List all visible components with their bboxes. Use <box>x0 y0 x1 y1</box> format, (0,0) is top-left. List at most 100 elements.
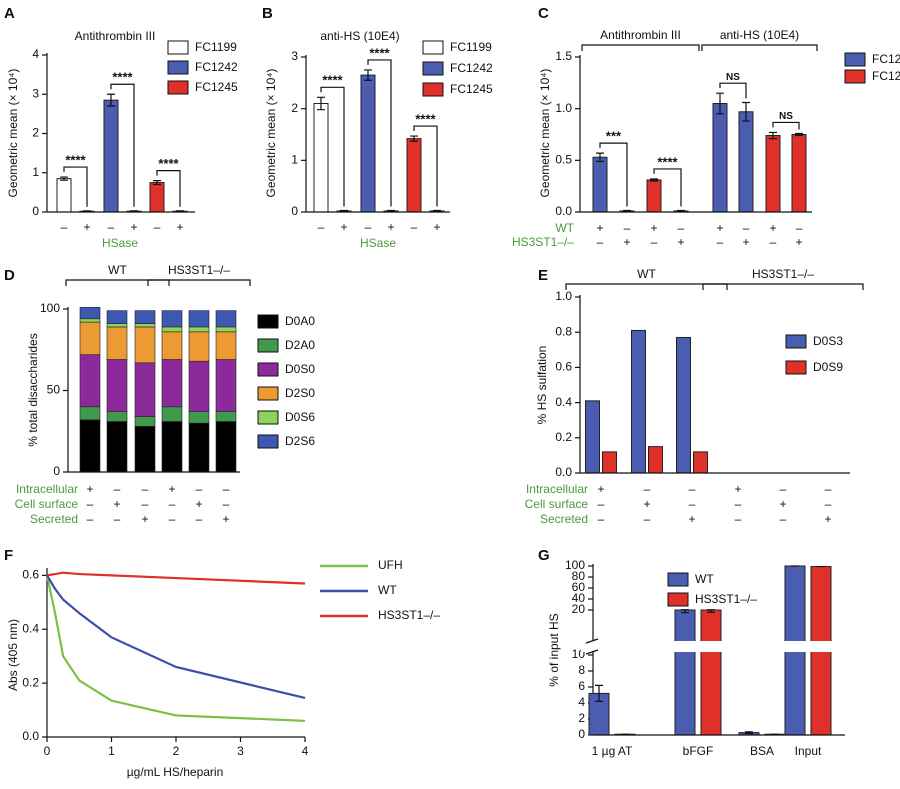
x-tick-label: 3 <box>237 744 244 758</box>
legend-label: D2S6 <box>285 434 315 448</box>
bar <box>215 331 237 360</box>
bar <box>360 74 376 213</box>
significance-label: **** <box>65 153 86 168</box>
y-tick-label: 1 <box>291 153 298 167</box>
x-axis-label: HSase <box>102 236 138 250</box>
x-tick-label: 1 µg AT <box>592 744 633 758</box>
bar <box>585 400 600 474</box>
legend-swatch <box>422 40 444 55</box>
significance-bracket <box>63 166 88 207</box>
row-sign: + <box>195 497 202 511</box>
x-tick-label: + <box>130 220 137 234</box>
significance-bracket <box>719 82 747 99</box>
row-sign: – <box>644 512 651 526</box>
group-bracket <box>701 44 818 51</box>
significance-label: **** <box>158 156 179 171</box>
row-sign: – <box>825 482 832 496</box>
x-tick-label: – <box>61 220 68 234</box>
legend-swatch <box>257 362 279 377</box>
y-tick-label: 8 <box>578 663 585 677</box>
y-tick-label: 100 <box>40 301 60 315</box>
bar <box>674 609 696 736</box>
row-sign: – <box>825 497 832 511</box>
legend-swatch <box>257 338 279 353</box>
x-tick-label: – <box>318 220 325 234</box>
error-bar <box>60 176 68 181</box>
legend-label: FC1245 <box>450 82 493 96</box>
legend-label: UFH <box>378 558 403 572</box>
bar <box>106 359 128 412</box>
significance-bracket <box>772 121 800 130</box>
row-sign: + <box>688 512 695 526</box>
group-bracket <box>565 283 728 290</box>
group-label: WT <box>637 267 656 281</box>
row-sign: + <box>716 221 723 235</box>
row-sign: – <box>114 512 121 526</box>
x-tick-label: + <box>387 220 394 234</box>
panel-letter: F <box>4 547 13 564</box>
row-sign: + <box>650 221 657 235</box>
row-sign: – <box>624 221 631 235</box>
significance-bracket <box>413 125 438 207</box>
bar <box>215 421 237 473</box>
bar <box>106 326 128 360</box>
axis-break-mark <box>585 638 599 655</box>
bar <box>134 362 156 417</box>
panel-title: Antithrombin III <box>75 29 156 43</box>
row-sign: + <box>824 512 831 526</box>
error-bar <box>595 684 603 702</box>
bar <box>215 411 237 422</box>
y-tick-label: 0 <box>32 204 39 218</box>
bar <box>648 446 663 474</box>
bar <box>134 323 156 328</box>
line <box>45 575 306 722</box>
legend-swatch <box>167 80 189 95</box>
legend-swatch <box>667 592 689 607</box>
group-bracket <box>147 279 251 286</box>
legend-label: FC1199 <box>195 40 237 54</box>
significance-label: **** <box>657 154 678 169</box>
legend-swatch <box>167 40 189 55</box>
error-bar <box>410 135 418 142</box>
row-sign: – <box>735 497 742 511</box>
y-tick-label: 2 <box>578 711 585 725</box>
group-label: Antithrombin III <box>600 28 681 42</box>
x-tick-label: – <box>365 220 372 234</box>
y-tick-label: 0.4 <box>22 621 39 635</box>
error-bar <box>153 180 161 186</box>
bar <box>79 419 101 473</box>
bar <box>106 323 128 328</box>
y-tick-label: 40 <box>572 591 586 605</box>
row-label: Cell surface <box>525 497 589 511</box>
x-tick-label: 4 <box>302 744 309 758</box>
row-label: Secreted <box>30 512 78 526</box>
legend-label: FC1199 <box>450 40 492 54</box>
legend-swatch <box>422 61 444 76</box>
bar <box>134 426 156 473</box>
error-bar <box>677 209 685 213</box>
bar <box>106 411 128 422</box>
row-sign: – <box>689 482 696 496</box>
panel-letter: C <box>538 5 549 22</box>
panel-letter: B <box>262 5 273 22</box>
row-label: Secreted <box>540 512 588 526</box>
row-sign: – <box>223 497 230 511</box>
bar <box>106 310 128 324</box>
bar <box>738 111 754 213</box>
y-tick-label: 1.0 <box>555 289 572 303</box>
y-axis-label: Geometric mean (× 10⁴) <box>538 69 552 198</box>
x-tick-label: – <box>108 220 115 234</box>
legend-label: FC1245 <box>872 69 900 83</box>
row-sign: – <box>780 512 787 526</box>
y-tick-label: 0.0 <box>22 729 39 743</box>
row-sign: – <box>223 482 230 496</box>
error-bar <box>433 209 441 213</box>
row-label: WT <box>555 221 574 235</box>
legend-swatch <box>257 434 279 449</box>
row-sign: – <box>169 512 176 526</box>
bar <box>646 179 662 213</box>
legend-swatch <box>844 52 866 67</box>
row-label: Intracellular <box>526 482 588 496</box>
significance-label: NS <box>726 72 740 83</box>
bar <box>188 310 210 328</box>
